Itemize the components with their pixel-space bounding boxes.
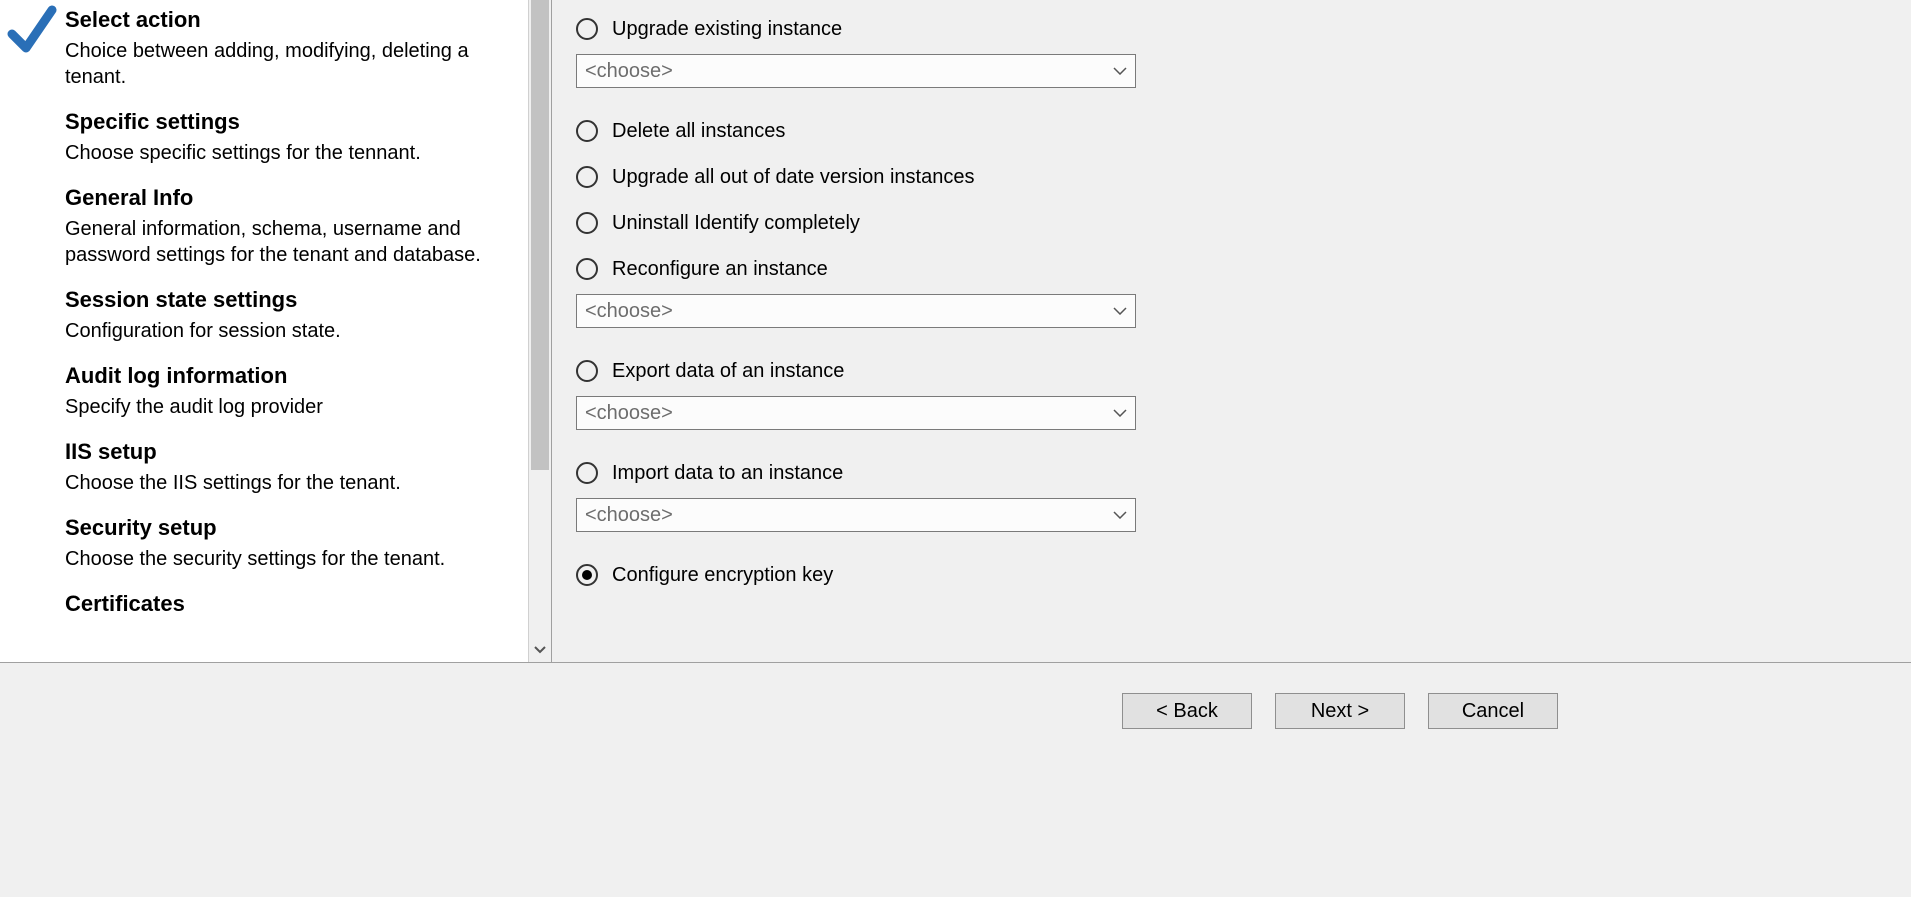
cancel-button[interactable]: Cancel [1428,693,1558,729]
step-select-action[interactable]: Select action Choice between adding, mod… [65,6,507,90]
option-import-data[interactable]: Import data to an instance [576,450,1911,496]
wizard-button-bar: < Back Next > Cancel [0,663,1911,897]
chevron-down-icon [1113,67,1127,75]
step-title: IIS setup [65,438,507,466]
step-desc: Choice between adding, modifying, deleti… [65,38,507,90]
combo-dropdown-button[interactable] [1105,397,1135,429]
option-configure-encryption-key[interactable]: Configure encryption key [576,552,1911,598]
radio-icon [576,120,598,142]
radio-icon [576,462,598,484]
step-title: General Info [65,184,507,212]
option-label: Export data of an instance [612,360,844,383]
radio-icon [576,258,598,280]
step-desc: Specify the audit log provider [65,394,507,420]
next-button[interactable]: Next > [1275,693,1405,729]
option-label: Upgrade existing instance [612,18,842,41]
combo-import-data[interactable]: <choose> [576,498,1136,532]
step-title: Security setup [65,514,507,542]
chevron-down-icon [1113,409,1127,417]
step-specific-settings[interactable]: Specific settings Choose specific settin… [65,108,507,166]
step-desc: Configuration for session state. [65,318,507,344]
step-desc: Choose the security settings for the ten… [65,546,507,572]
wizard-steps-panel: Select action Choice between adding, mod… [0,0,552,662]
step-title: Specific settings [65,108,507,136]
option-uninstall-identify[interactable]: Uninstall Identify completely [576,200,1911,246]
step-audit-log[interactable]: Audit log information Specify the audit … [65,362,507,420]
wizard-steps-list: Select action Choice between adding, mod… [0,0,527,662]
combo-placeholder: <choose> [577,60,1105,83]
option-label: Delete all instances [612,120,785,143]
scrollbar-thumb[interactable] [531,0,549,470]
options-panel: Upgrade existing instance <choose> Delet… [552,0,1911,662]
step-desc: Choose specific settings for the tennant… [65,140,507,166]
option-delete-all[interactable]: Delete all instances [576,108,1911,154]
chevron-down-icon [1113,307,1127,315]
step-session-state[interactable]: Session state settings Configuration for… [65,286,507,344]
step-desc: Choose the IIS settings for the tenant. [65,470,507,496]
combo-reconfigure-instance[interactable]: <choose> [576,294,1136,328]
option-upgrade-existing[interactable]: Upgrade existing instance [576,6,1911,52]
step-security-setup[interactable]: Security setup Choose the security setti… [65,514,507,572]
combo-dropdown-button[interactable] [1105,295,1135,327]
option-label: Uninstall Identify completely [612,212,860,235]
radio-icon [576,18,598,40]
option-label: Import data to an instance [612,462,843,485]
step-title: Session state settings [65,286,507,314]
combo-dropdown-button[interactable] [1105,499,1135,531]
combo-placeholder: <choose> [577,402,1105,425]
option-export-data[interactable]: Export data of an instance [576,348,1911,394]
radio-icon [576,212,598,234]
chevron-down-icon [534,646,546,654]
combo-upgrade-existing[interactable]: <choose> [576,54,1136,88]
step-title: Certificates [65,590,507,618]
scrollbar-down-button[interactable] [529,638,551,662]
option-label: Upgrade all out of date version instance… [612,166,974,189]
combo-placeholder: <choose> [577,300,1105,323]
option-label: Reconfigure an instance [612,258,828,281]
combo-export-data[interactable]: <choose> [576,396,1136,430]
step-general-info[interactable]: General Info General information, schema… [65,184,507,268]
step-title: Audit log information [65,362,507,390]
step-desc: General information, schema, username an… [65,216,507,268]
step-certificates[interactable]: Certificates [65,590,507,618]
combo-placeholder: <choose> [577,504,1105,527]
steps-scrollbar[interactable] [528,0,551,662]
option-reconfigure-instance[interactable]: Reconfigure an instance [576,246,1911,292]
radio-icon [576,360,598,382]
combo-dropdown-button[interactable] [1105,55,1135,87]
option-upgrade-all-outdated[interactable]: Upgrade all out of date version instance… [576,154,1911,200]
radio-icon [576,564,598,586]
step-title: Select action [65,6,507,34]
back-button[interactable]: < Back [1122,693,1252,729]
step-iis-setup[interactable]: IIS setup Choose the IIS settings for th… [65,438,507,496]
chevron-down-icon [1113,511,1127,519]
wizard-body: Select action Choice between adding, mod… [0,0,1911,663]
option-label: Configure encryption key [612,564,833,587]
radio-icon [576,166,598,188]
